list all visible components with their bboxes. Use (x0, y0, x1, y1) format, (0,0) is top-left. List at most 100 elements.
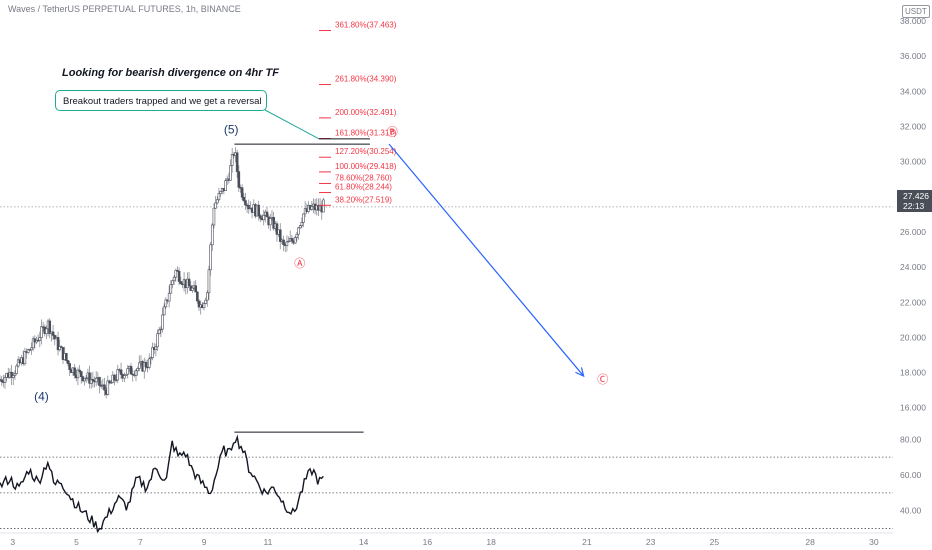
candle-body (56, 337, 60, 351)
candle-body (269, 218, 272, 226)
candles (0, 147, 325, 399)
candle-body (169, 284, 173, 294)
wave-label: (4) (34, 390, 49, 404)
price-tick-label: 22.000 (900, 297, 926, 307)
candle-body (293, 237, 297, 244)
candle-body (310, 205, 314, 210)
price-tick-label: 38.000 (900, 16, 926, 26)
candle-body (209, 244, 212, 271)
candle-body (10, 371, 13, 378)
fib-level-label: 261.80%(34.390) (335, 75, 397, 84)
candle-body (204, 299, 207, 304)
fib-level-label: 100.00%(29.418) (335, 162, 397, 171)
axes: 3 5 7 9 11 14 16 18 21 23 25 28 30 16.000 18.000 20.000… (0, 16, 926, 547)
candle-body (66, 360, 70, 364)
fib-level-label: 78.60%(28.760) (335, 173, 392, 182)
candle-body (176, 269, 179, 272)
candle-body (164, 299, 168, 308)
currency-button[interactable]: USDT (902, 5, 930, 18)
price-tick-label: 20.000 (900, 332, 926, 342)
candle-body (196, 291, 199, 302)
candle-body (295, 233, 299, 238)
fib-extension: 361.80%(37.463) 261.80%(34.390) 200.00%(32… (319, 21, 397, 206)
time-tick-label: 14 (359, 537, 369, 547)
candle-body (262, 215, 265, 221)
candle-body (114, 379, 118, 382)
candle-body (84, 377, 88, 380)
candle-body (91, 379, 95, 381)
candle-body (215, 199, 219, 204)
candle-body (13, 373, 17, 376)
candle-body (191, 287, 194, 291)
candle-body (290, 238, 294, 242)
candle-body (136, 368, 139, 372)
candle-body (149, 357, 153, 360)
candle-body (159, 328, 163, 331)
oscillator-bands (0, 456, 893, 529)
candle-body (51, 331, 55, 336)
candle-body (167, 292, 171, 302)
candle-body (48, 320, 52, 334)
price-tick-label: 16.000 (900, 403, 926, 413)
candle-body (123, 375, 126, 379)
candle-body (179, 281, 183, 284)
current-price-value: 27.426 (903, 191, 929, 201)
candle-body (219, 191, 222, 194)
candle-body (177, 270, 181, 282)
candle-body (68, 363, 71, 370)
candle-body (109, 382, 113, 384)
candle-body (108, 380, 111, 384)
current-price-tag: 27.426 22:13 (897, 190, 932, 212)
candle-body (73, 367, 76, 376)
candle-body (76, 369, 80, 379)
candle-body (278, 229, 282, 242)
fib-level-label: 127.20%(30.254) (335, 147, 397, 156)
candle-body (60, 346, 63, 348)
candle-body (187, 278, 191, 287)
candle-body (113, 374, 116, 381)
candle-body (0, 379, 3, 382)
candle-body (275, 223, 279, 235)
candle-body (157, 329, 161, 335)
oscillator-tick-label: 80.00 (900, 434, 922, 444)
candle-body (3, 377, 7, 383)
candle-body (285, 241, 289, 247)
oscillator-tick-label: 60.00 (900, 470, 922, 480)
candle-body (31, 338, 35, 349)
candle-body (297, 227, 300, 235)
candle-body (144, 362, 148, 368)
candle-body (300, 222, 304, 226)
annotation-title: Looking for bearish divergence on 4hr TF (62, 67, 279, 79)
candle-body (147, 358, 151, 368)
candle-body (217, 193, 221, 201)
candle-body (79, 371, 83, 378)
candle-body (230, 154, 234, 166)
time-tick-label: 25 (710, 537, 720, 547)
candle-body (214, 202, 217, 209)
candle-body (240, 187, 244, 198)
time-tick-label: 9 (202, 537, 207, 547)
candle-body (151, 347, 154, 358)
candle-body (210, 224, 214, 246)
wave-label: Ⓑ (387, 125, 398, 138)
candle-body (129, 365, 133, 375)
candle-body (161, 314, 164, 330)
fib-level-label: 61.80%(28.244) (335, 183, 392, 192)
candle-body (259, 215, 262, 219)
time-tick-label: 23 (646, 537, 656, 547)
candle-body (15, 365, 18, 374)
candle-body (98, 377, 101, 386)
price-tick-label: 24.000 (900, 262, 926, 272)
candle-body (206, 292, 209, 301)
candle-body (26, 349, 30, 353)
candle-body (154, 346, 158, 350)
time-tick-label: 7 (138, 537, 143, 547)
candle-body (265, 211, 269, 218)
candle-body (103, 384, 106, 391)
countdown-value: 22:13 (903, 201, 925, 211)
candle-body (235, 152, 239, 172)
candle-body (23, 351, 27, 365)
candle-body (94, 377, 98, 383)
candle-body (171, 280, 174, 285)
candle-body (88, 372, 91, 384)
